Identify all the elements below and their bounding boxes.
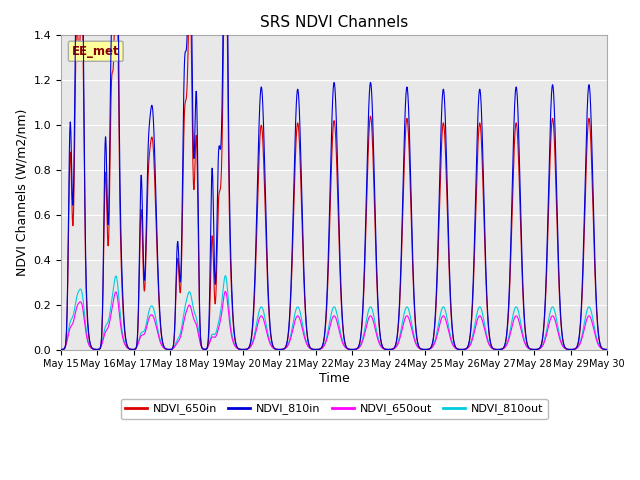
NDVI_650in [534,347,541,352]
Line: NDVI_650in: NDVI_650in [61,0,607,349]
NDVI_650out [152,322,159,327]
NDVI_650in [120,312,127,317]
NDVI_650out [604,347,611,352]
NDVI_650in [604,347,611,352]
NDVI_810in [291,164,298,170]
Line: NDVI_810out: NDVI_810out [61,276,607,349]
Line: NDVI_810in: NDVI_810in [61,0,607,349]
NDVI_810in [120,305,127,311]
Line: NDVI_650out: NDVI_650out [61,291,607,349]
NDVI_810in [604,347,611,352]
NDVI_810out [267,341,275,347]
Y-axis label: NDVI Channels (W/m2/nm): NDVI Channels (W/m2/nm) [15,109,28,276]
NDVI_650in [152,208,159,214]
NDVI_650in [291,188,298,193]
NDVI_650out [120,337,127,343]
NDVI_810out [57,347,65,352]
NDVI_650in [267,332,275,338]
NDVI_650in [57,347,65,352]
NDVI_810in [152,188,159,193]
NDVI_650out [221,288,229,294]
NDVI_810out [534,346,541,352]
Legend: NDVI_650in, NDVI_810in, NDVI_650out, NDVI_810out: NDVI_650in, NDVI_810in, NDVI_650out, NDV… [120,399,548,419]
NDVI_650out [593,337,600,343]
NDVI_810in [534,347,541,352]
NDVI_810out [120,335,127,340]
NDVI_810in [267,329,275,335]
NDVI_650out [267,342,275,348]
Title: SRS NDVI Channels: SRS NDVI Channels [260,15,408,30]
NDVI_810out [291,313,298,319]
NDVI_650in [593,309,600,315]
Text: EE_met: EE_met [72,45,120,58]
NDVI_810out [152,315,159,321]
NDVI_650out [291,321,298,326]
NDVI_810out [604,347,611,352]
NDVI_810in [57,347,65,352]
NDVI_650out [534,347,541,352]
NDVI_650out [57,347,65,352]
X-axis label: Time: Time [319,372,349,385]
NDVI_810out [221,273,229,278]
NDVI_810in [593,304,600,310]
NDVI_810out [593,335,600,341]
